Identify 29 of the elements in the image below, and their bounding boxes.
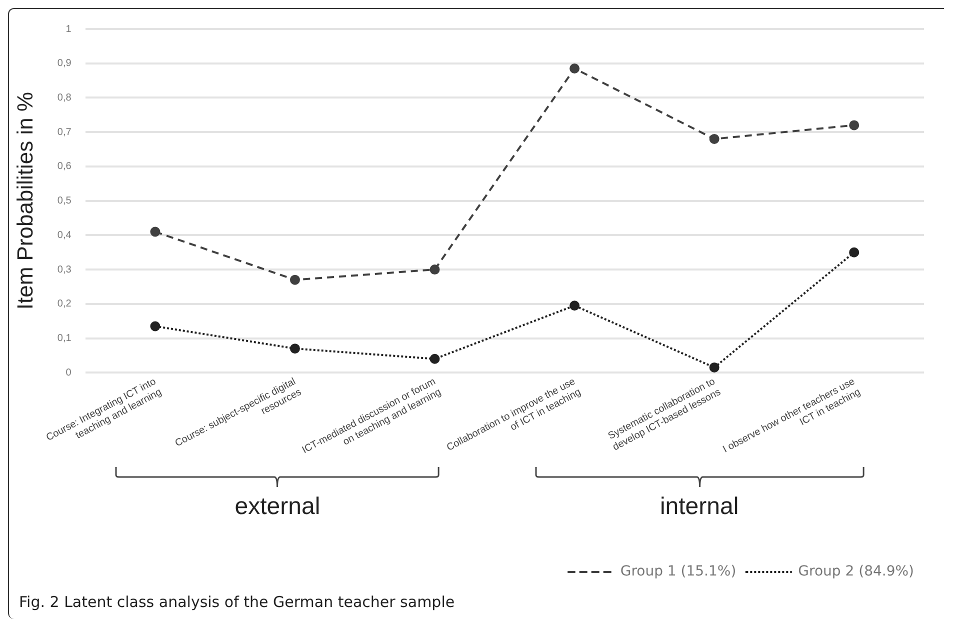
y-tick-label: 0,9 — [57, 58, 72, 70]
point — [709, 134, 720, 144]
caption: Fig. 2 Latent class analysis of the German teacher sample — [18, 592, 456, 613]
legend-label: Group 1 (15.1%) — [620, 564, 736, 580]
point — [150, 321, 160, 332]
point — [150, 226, 160, 237]
point — [290, 274, 300, 285]
text: external — [234, 493, 322, 521]
point — [570, 64, 580, 74]
point — [430, 354, 440, 364]
y-tick-label: 0,1 — [57, 333, 72, 344]
y-tick-label: 0,6 — [57, 161, 72, 172]
y-tick-label: 0,2 — [57, 298, 72, 310]
point — [849, 120, 860, 130]
legend-label: Group 2 (84.9%) — [798, 564, 914, 580]
point — [709, 362, 720, 372]
y-tick-label: 1 — [66, 24, 72, 35]
y-axis-title: Item Probabilities in % — [12, 92, 38, 310]
text: internal — [658, 493, 740, 521]
y-tick-label: 0,5 — [57, 196, 72, 207]
point — [290, 344, 300, 354]
y-tick-label: 0 — [66, 367, 72, 378]
point — [849, 247, 860, 258]
y-tick-label: 0,3 — [57, 264, 72, 276]
y-tick-label: 0,7 — [57, 126, 72, 138]
point — [430, 264, 440, 275]
y-tick-label: 0,4 — [57, 230, 72, 241]
y-tick-label: 0,8 — [57, 92, 72, 104]
point — [570, 300, 580, 311]
